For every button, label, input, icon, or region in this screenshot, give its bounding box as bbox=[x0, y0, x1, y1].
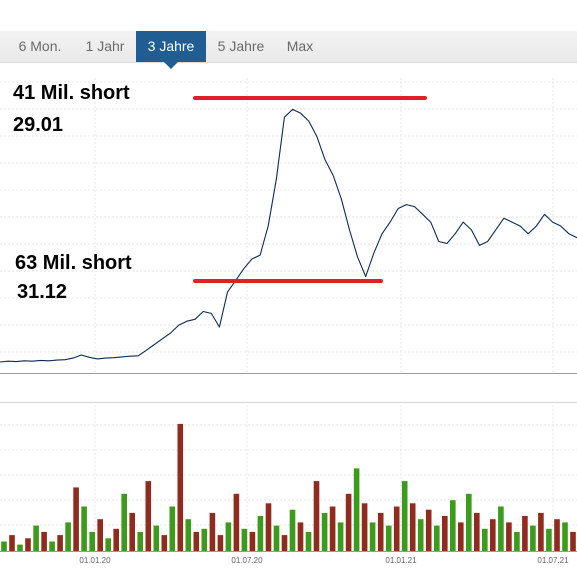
volume-bar bbox=[57, 535, 63, 551]
volume-bar bbox=[385, 525, 392, 551]
tab-3-years[interactable]: 3 Jahre bbox=[136, 31, 206, 69]
volume-bar bbox=[273, 525, 280, 551]
tab-max[interactable]: Max bbox=[286, 38, 314, 54]
upper-short-label: 41 Mil. short bbox=[13, 82, 130, 104]
volume-bar bbox=[554, 519, 560, 551]
volume-bar bbox=[49, 541, 55, 551]
tab-5-years[interactable]: 5 Jahre bbox=[217, 38, 265, 54]
volume-bar bbox=[193, 531, 200, 551]
volume-bar bbox=[217, 535, 224, 551]
x-tick-label: 01.01.21 bbox=[385, 556, 417, 565]
volume-bar bbox=[113, 528, 119, 551]
x-tick-label: 01.01.20 bbox=[79, 556, 111, 565]
volume-bar bbox=[289, 509, 296, 551]
tab-6-months[interactable]: 6 Mon. bbox=[18, 38, 62, 54]
volume-bar bbox=[281, 535, 288, 551]
volume-bar bbox=[241, 528, 248, 551]
volume-bar bbox=[33, 525, 39, 551]
volume-bar bbox=[137, 531, 143, 551]
volume-bar bbox=[105, 538, 111, 551]
volume-bar bbox=[442, 516, 448, 551]
volume-bar bbox=[329, 506, 336, 551]
volume-bar bbox=[321, 512, 328, 551]
x-tick-label: 01.07.20 bbox=[231, 556, 263, 565]
volume-bar bbox=[522, 516, 528, 551]
volume-bar bbox=[9, 535, 15, 551]
volume-bar bbox=[490, 519, 496, 551]
x-tick-label: 01.07.21 bbox=[537, 556, 569, 565]
volume-bar bbox=[17, 544, 23, 551]
volume-bar bbox=[345, 493, 352, 551]
volume-bar bbox=[393, 506, 400, 551]
volume-bar bbox=[121, 493, 127, 551]
volume-bar bbox=[161, 535, 168, 551]
upper-short-date: 29.01 bbox=[13, 114, 64, 136]
volume-bar bbox=[81, 506, 87, 551]
volume-bar bbox=[337, 522, 344, 551]
volume-bar bbox=[530, 525, 536, 551]
volume-bar bbox=[377, 512, 384, 551]
volume-bar bbox=[538, 512, 544, 551]
volume-bar bbox=[145, 481, 152, 551]
volume-bar bbox=[313, 481, 320, 551]
volume-bar bbox=[417, 519, 424, 551]
volume-bar bbox=[41, 531, 47, 551]
volume-bar bbox=[249, 531, 256, 551]
volume-bar bbox=[450, 500, 456, 551]
volume-bar bbox=[225, 522, 232, 551]
volume-bar bbox=[169, 506, 176, 551]
volume-bar bbox=[434, 525, 440, 551]
volume-bar bbox=[1, 541, 7, 551]
volume-bar bbox=[25, 538, 31, 551]
volume-bar bbox=[129, 512, 135, 551]
volume-bar bbox=[265, 503, 272, 551]
volume-bar bbox=[458, 522, 464, 551]
volume-bar bbox=[514, 531, 520, 551]
volume-bar bbox=[482, 528, 488, 551]
volume-bar bbox=[185, 519, 192, 551]
volume-bar bbox=[257, 516, 264, 551]
volume-bar bbox=[153, 525, 160, 551]
volume-bar bbox=[177, 423, 184, 551]
volume-bar bbox=[89, 531, 95, 551]
volume-bar bbox=[546, 528, 552, 551]
volume-bar bbox=[425, 509, 432, 551]
volume-bar bbox=[498, 506, 504, 551]
volume-bar bbox=[65, 522, 71, 551]
volume-bar bbox=[466, 493, 472, 551]
volume-bar bbox=[570, 531, 576, 551]
volume-bar bbox=[369, 522, 376, 551]
volume-bar bbox=[97, 519, 103, 551]
timeframe-tabbar: 6 Mon. 1 Jahr 3 Jahre 5 Jahre Max bbox=[0, 31, 577, 69]
lower-short-label: 63 Mil. short bbox=[15, 252, 132, 274]
volume-bar bbox=[353, 468, 360, 551]
volume-bar bbox=[474, 512, 480, 551]
volume-bar bbox=[201, 528, 208, 551]
tab-1-year[interactable]: 1 Jahr bbox=[85, 38, 125, 54]
price-series-line bbox=[0, 108, 577, 363]
volume-bar bbox=[297, 522, 304, 551]
volume-bar bbox=[73, 487, 79, 551]
volume-bar bbox=[233, 493, 240, 551]
volume-bar bbox=[361, 503, 368, 551]
volume-bar bbox=[209, 512, 216, 551]
volume-bar bbox=[305, 531, 312, 551]
lower-short-date: 31.12 bbox=[17, 281, 68, 303]
volume-bar bbox=[409, 503, 416, 551]
volume-bar bbox=[562, 522, 568, 551]
volume-bar bbox=[401, 481, 408, 551]
volume-bar bbox=[506, 522, 512, 551]
